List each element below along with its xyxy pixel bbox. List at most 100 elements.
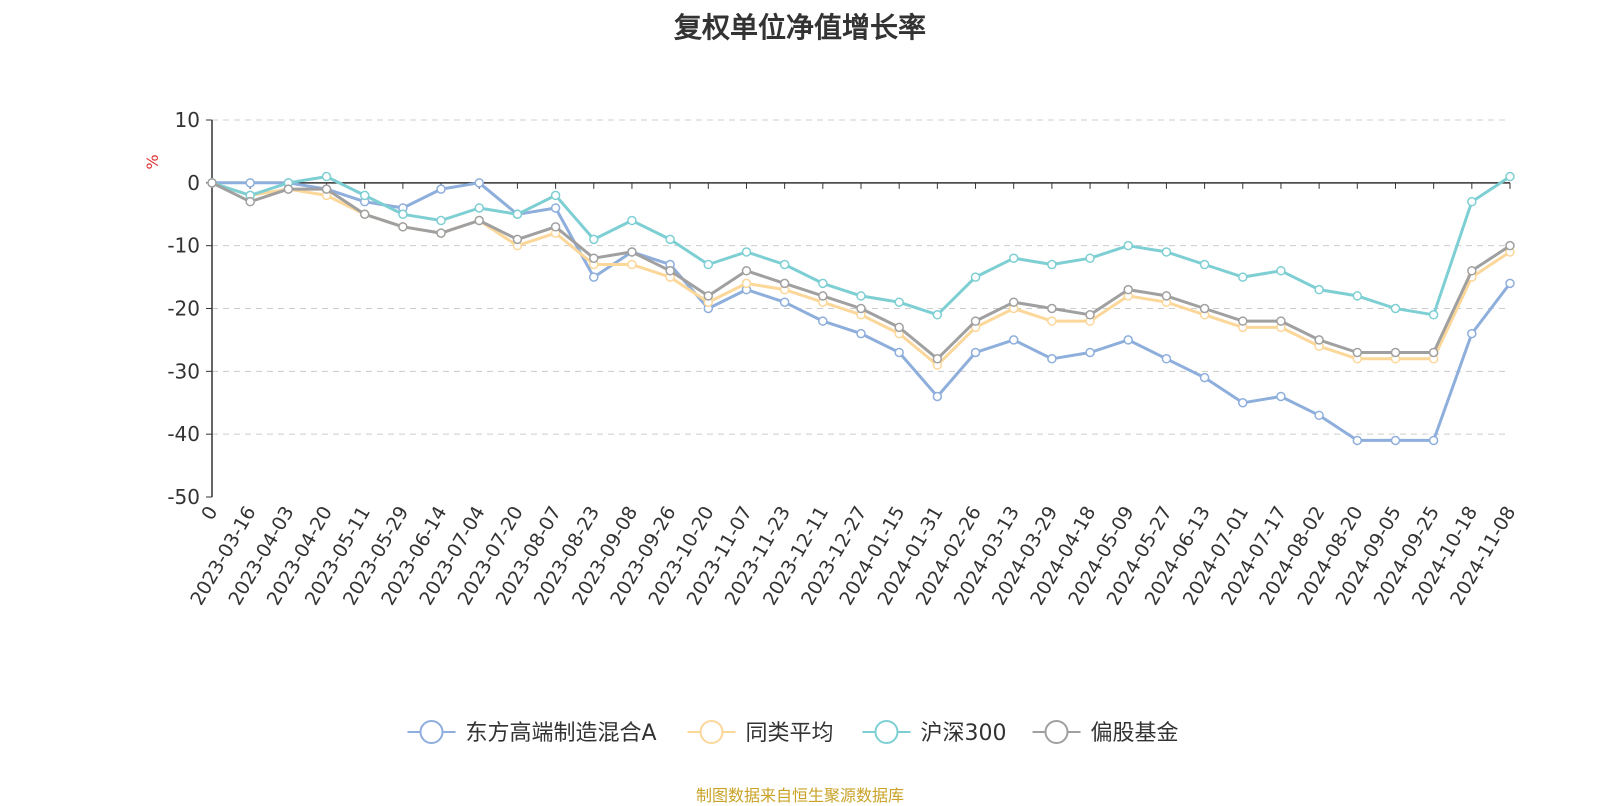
- data-point: [474, 215, 484, 226]
- data-point: [703, 291, 714, 301]
- data-point: [245, 196, 255, 207]
- legend-marker: [1044, 720, 1069, 744]
- data-point: [1314, 410, 1324, 421]
- data-point: [398, 222, 408, 232]
- data-point: [818, 291, 828, 301]
- data-point: [970, 272, 981, 282]
- data-point: [321, 171, 332, 182]
- data-point: [1467, 328, 1477, 339]
- data-point: [741, 266, 752, 276]
- data-point: [474, 203, 484, 213]
- data-point: [627, 259, 637, 270]
- data-point: [818, 316, 828, 326]
- data-point: [894, 322, 904, 333]
- data-point: [436, 215, 446, 226]
- data-point: [741, 247, 752, 257]
- data-point: [856, 291, 866, 301]
- legend-label: 东方高端制造混合A: [466, 721, 657, 746]
- data-point: [1123, 240, 1133, 251]
- data-point: [1047, 303, 1057, 314]
- data-point: [627, 247, 637, 257]
- data-point: [1390, 303, 1401, 314]
- data-point: [1467, 196, 1477, 207]
- y-tick-label: 10: [175, 108, 200, 132]
- data-point: [1467, 266, 1477, 276]
- data-point: [1390, 347, 1401, 358]
- data-point: [779, 278, 790, 289]
- data-point: [894, 297, 904, 307]
- data-point: [321, 184, 332, 194]
- chart-title: 复权单位净值增长率: [673, 11, 926, 44]
- data-point: [1390, 435, 1401, 446]
- data-point: [741, 278, 752, 289]
- data-point: [589, 253, 599, 263]
- data-point: [550, 222, 561, 232]
- data-point: [589, 234, 599, 245]
- data-point: [665, 266, 675, 276]
- y-tick-label: -50: [167, 485, 200, 509]
- x-tick-label: 0: [197, 503, 222, 524]
- data-point: [779, 297, 790, 307]
- data-point: [932, 391, 943, 402]
- legend-marker: [874, 720, 899, 744]
- data-point: [1314, 284, 1324, 295]
- data-point: [1428, 347, 1439, 358]
- legend-label: 偏股基金: [1091, 721, 1179, 746]
- data-point: [512, 234, 523, 245]
- data-point: [856, 303, 866, 314]
- data-point: [1238, 272, 1248, 282]
- data-point: [932, 354, 943, 364]
- data-point: [1276, 391, 1286, 402]
- y-tick-label: -10: [167, 234, 200, 258]
- data-point: [436, 228, 446, 238]
- data-point: [970, 316, 981, 326]
- data-point: [1276, 266, 1286, 276]
- data-point: [436, 184, 446, 194]
- data-point: [779, 259, 790, 270]
- legend-marker: [419, 720, 444, 744]
- data-point: [970, 347, 981, 358]
- legend-label: 沪深300: [921, 721, 1007, 746]
- data-point: [1047, 259, 1057, 270]
- data-point: [1199, 303, 1210, 314]
- data-point: [1161, 247, 1172, 257]
- data-point: [1238, 316, 1248, 326]
- y-tick-label: -20: [167, 297, 200, 321]
- data-point: [283, 184, 294, 194]
- data-point: [856, 328, 866, 339]
- data-point: [359, 209, 370, 219]
- data-point: [1505, 278, 1515, 289]
- data-point: [1047, 316, 1057, 326]
- data-point: [1352, 291, 1363, 301]
- data-point: [474, 178, 484, 188]
- legend-label: 同类平均: [746, 721, 834, 746]
- data-point: [1238, 398, 1248, 408]
- data-point: [1085, 347, 1095, 358]
- data-point: [1276, 316, 1286, 326]
- data-point: [1352, 435, 1363, 446]
- data-point: [1085, 253, 1095, 263]
- data-point: [1047, 354, 1057, 364]
- data-point: [1123, 335, 1133, 345]
- y-tick-label: 0: [187, 171, 200, 195]
- data-point: [1008, 253, 1019, 263]
- data-point: [589, 272, 599, 282]
- data-point: [1123, 284, 1133, 295]
- y-tick-label: -30: [167, 359, 200, 383]
- data-point: [245, 178, 255, 188]
- data-point: [1428, 310, 1439, 320]
- legend-marker: [699, 720, 724, 744]
- data-point: [207, 178, 217, 188]
- data-point: [1085, 310, 1095, 320]
- data-point: [665, 234, 675, 245]
- data-point: [627, 215, 637, 226]
- data-point: [398, 209, 408, 219]
- data-point: [1161, 354, 1172, 364]
- data-point: [1199, 259, 1210, 270]
- data-point: [703, 259, 714, 270]
- source-note: 制图数据来自恒生聚源数据库: [695, 786, 904, 805]
- data-point: [932, 310, 943, 320]
- data-point: [359, 190, 370, 201]
- data-point: [1505, 171, 1515, 182]
